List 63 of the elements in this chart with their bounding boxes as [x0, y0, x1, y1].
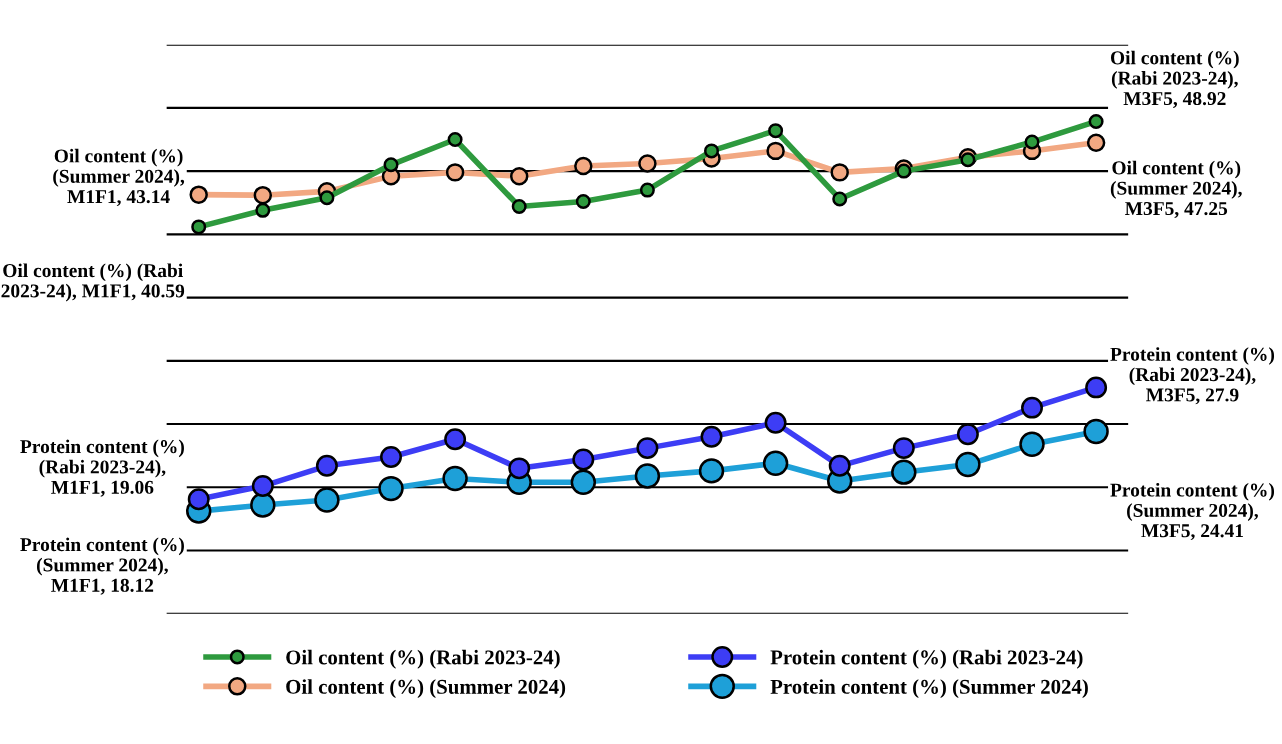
point: [960, 152, 976, 168]
point: [830, 163, 849, 182]
point: [828, 454, 851, 477]
data-label: Oil content (%) (Summer 2024), M3F5, 47.25: [1110, 160, 1242, 218]
point: [509, 166, 529, 186]
point: [574, 156, 593, 176]
point: [187, 488, 210, 511]
data-label: Oil content (%) (Rabi 2023-24), M1F1, 40.59: [1, 263, 185, 302]
point: [380, 445, 402, 468]
point: [636, 437, 659, 460]
point: [832, 191, 848, 207]
legend-label: Oil content (%) (Summer 2024): [286, 679, 566, 699]
data-label: Oil content (%) (Rabi 2023-24), M3F5, 48.92: [1110, 50, 1239, 108]
point: [1019, 431, 1045, 458]
point: [896, 163, 912, 179]
point: [189, 185, 208, 204]
point: [634, 463, 661, 489]
point: [445, 163, 465, 182]
data-label: Protein content (%) (Rabi 2023-24), M3F5, 27.9: [1110, 347, 1275, 405]
point: [1024, 134, 1040, 150]
point: [762, 450, 789, 476]
point: [639, 182, 655, 198]
point: [1085, 376, 1108, 399]
point: [378, 475, 404, 502]
data-label: Oil content (%) (Summer 2024), M1F1, 43.14: [53, 148, 185, 206]
point: [315, 454, 338, 477]
legend-label: Oil content (%) (Rabi 2023-24): [286, 649, 560, 669]
point: [1086, 133, 1106, 152]
point: [255, 202, 271, 218]
legend-label: Protein content (%) (Rabi 2023-24): [770, 649, 1083, 669]
point: [1088, 114, 1104, 130]
point: [891, 459, 917, 485]
point: [444, 428, 467, 451]
point: [570, 469, 597, 495]
point: [253, 185, 273, 205]
point: [766, 141, 785, 161]
point: [575, 193, 591, 209]
legend-label: Protein content (%) (Summer 2024): [770, 679, 1088, 699]
point: [508, 457, 531, 480]
point: [1083, 418, 1109, 445]
point: [250, 492, 276, 518]
point: [956, 423, 979, 446]
point: [511, 199, 527, 215]
point: [704, 143, 720, 159]
point: [314, 487, 340, 513]
point: [638, 154, 657, 173]
point: [251, 475, 274, 498]
point: [319, 190, 335, 206]
point: [1021, 396, 1043, 419]
point: [955, 451, 981, 478]
point: [442, 465, 468, 492]
data-label: Protein content (%) (Rabi 2023-24), M1F1, 19.06: [20, 439, 184, 497]
point: [764, 411, 787, 434]
point: [572, 448, 595, 471]
point: [447, 132, 463, 147]
point: [700, 425, 723, 448]
point: [191, 219, 207, 235]
point: [892, 437, 915, 460]
point: [768, 123, 784, 139]
point: [698, 458, 725, 484]
data-label: Protein content (%) (Summer 2024), M1F1, 18.12: [20, 537, 184, 595]
point: [383, 157, 399, 173]
data-label: Protein content (%) (Summer 2024), M3F5, 24.41: [1110, 482, 1275, 541]
